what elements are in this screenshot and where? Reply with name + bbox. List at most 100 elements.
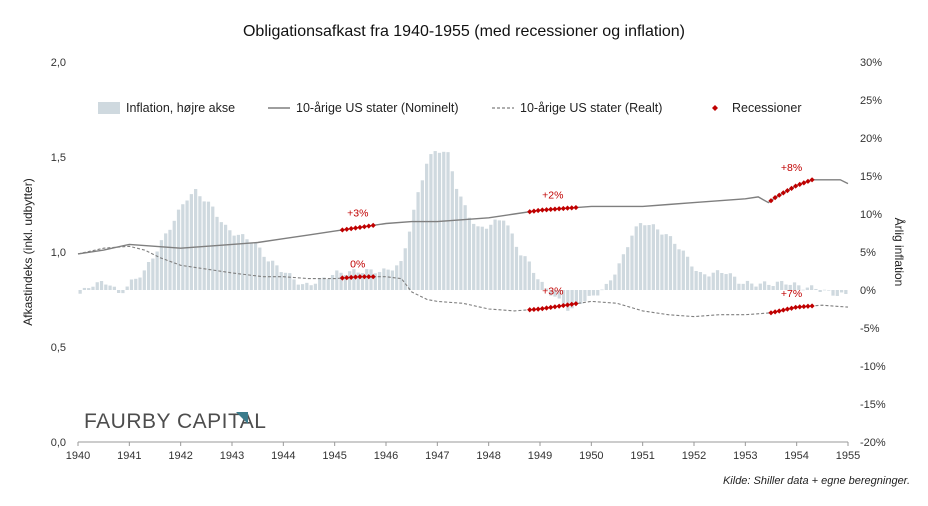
recession-marker (805, 178, 811, 184)
recession-marker (527, 307, 533, 313)
x-tick-label: 1953 (733, 450, 757, 462)
recession-marker (352, 274, 359, 280)
recession-marker (531, 306, 537, 313)
inflation-bar (467, 217, 472, 290)
inflation-bar (198, 196, 202, 290)
right-tick-label: -10% (860, 361, 886, 373)
logo-word-capital: CAPITAL (177, 410, 267, 433)
inflation-bar (480, 226, 484, 290)
inflation-bar (703, 274, 707, 290)
inflation-bar (506, 225, 510, 290)
recession-marker (797, 304, 803, 310)
right-tick-label: 30% (860, 57, 882, 69)
inflation-bar (300, 284, 305, 290)
inflation-bar (780, 280, 784, 290)
inflation-bar (138, 277, 142, 290)
recession-marker (768, 310, 774, 316)
inflation-bar (365, 269, 369, 290)
inflation-bar (412, 209, 416, 290)
right-tick-label: -5% (860, 323, 880, 335)
recession-marker (556, 206, 562, 212)
inflation-bar (146, 262, 151, 290)
recession-marker (348, 226, 354, 232)
inflation-bar (839, 290, 844, 293)
inflation-bar (587, 290, 591, 296)
x-tick-label: 1940 (66, 450, 90, 462)
x-tick-label: 1941 (117, 450, 141, 462)
inflation-bar (416, 192, 420, 290)
inflation-bar (313, 283, 318, 290)
recession-marker (543, 207, 550, 213)
recession-marker (784, 188, 791, 194)
left-tick-label: 1,0 (51, 247, 66, 259)
inflation-bar (600, 289, 604, 291)
inflation-bar (561, 290, 566, 307)
inflation-bar (108, 285, 112, 290)
inflation-bar (540, 281, 544, 290)
inflation-bar (219, 222, 223, 290)
inflation-bar (78, 290, 82, 294)
inflation-bar (194, 189, 198, 290)
recession-marker (552, 304, 558, 310)
inflation-bar (630, 235, 634, 290)
recession-marker (535, 207, 541, 214)
inflation-bar (750, 283, 754, 290)
right-tick-label: 20% (860, 133, 882, 145)
inflation-bar (266, 261, 270, 290)
inflation-bar (185, 200, 189, 290)
inflation-bar (377, 271, 382, 290)
recession-marker (776, 192, 782, 198)
inflation-bar (450, 171, 454, 290)
left-tick-label: 1,5 (51, 152, 66, 164)
inflation-bar (369, 269, 373, 290)
inflation-bar (668, 236, 673, 290)
inflation-bar (296, 284, 300, 290)
inflation-bar (262, 256, 266, 290)
inflation-bar (788, 284, 792, 290)
right-tick-label: -20% (860, 437, 886, 449)
inflation-bar (335, 270, 339, 290)
logo-word-faurby: FAURBY (84, 410, 171, 433)
inflation-bar (634, 226, 638, 290)
recession-marker (361, 224, 367, 230)
inflation-bar (399, 261, 403, 290)
legend-swatch-inflation (98, 102, 120, 114)
inflation-bar (253, 242, 258, 290)
recession-marker (548, 304, 554, 311)
recession-marker (366, 274, 372, 280)
inflation-bar (407, 231, 412, 290)
inflation-bar (574, 290, 578, 305)
recession-marker (788, 185, 795, 191)
recession-marker (809, 177, 815, 183)
recession-marker (772, 309, 778, 315)
x-tick-label: 1947 (425, 450, 449, 462)
inflation-bar (288, 273, 292, 290)
inflation-bar (660, 234, 664, 290)
inflation-bar (502, 220, 506, 290)
inflation-bar (275, 265, 279, 290)
inflation-bar (99, 280, 104, 290)
inflation-bar (724, 274, 728, 290)
recession-marker (366, 223, 372, 229)
inflation-bar (241, 234, 245, 290)
x-tick-label: 1952 (682, 450, 706, 462)
recession-marker (531, 208, 537, 214)
inflation-bar (459, 196, 463, 290)
inflation-bar (527, 261, 531, 290)
inflation-bar (249, 242, 253, 290)
inflation-bar (626, 247, 630, 290)
recession-label: +2% (542, 190, 563, 202)
recession-label: +3% (542, 286, 563, 298)
inflation-bar (82, 287, 87, 290)
inflation-bars (78, 151, 848, 311)
inflation-bar (792, 282, 797, 290)
inflation-bar (681, 250, 685, 290)
left-axis-title: Afkastindeks (inkl. udbytter) (21, 178, 35, 325)
inflation-bar (754, 286, 758, 290)
recession-marker (797, 181, 803, 187)
inflation-bar (720, 273, 724, 290)
inflation-bar (117, 290, 121, 293)
inflation-bar (536, 279, 540, 290)
right-tick-label: 25% (860, 95, 882, 107)
